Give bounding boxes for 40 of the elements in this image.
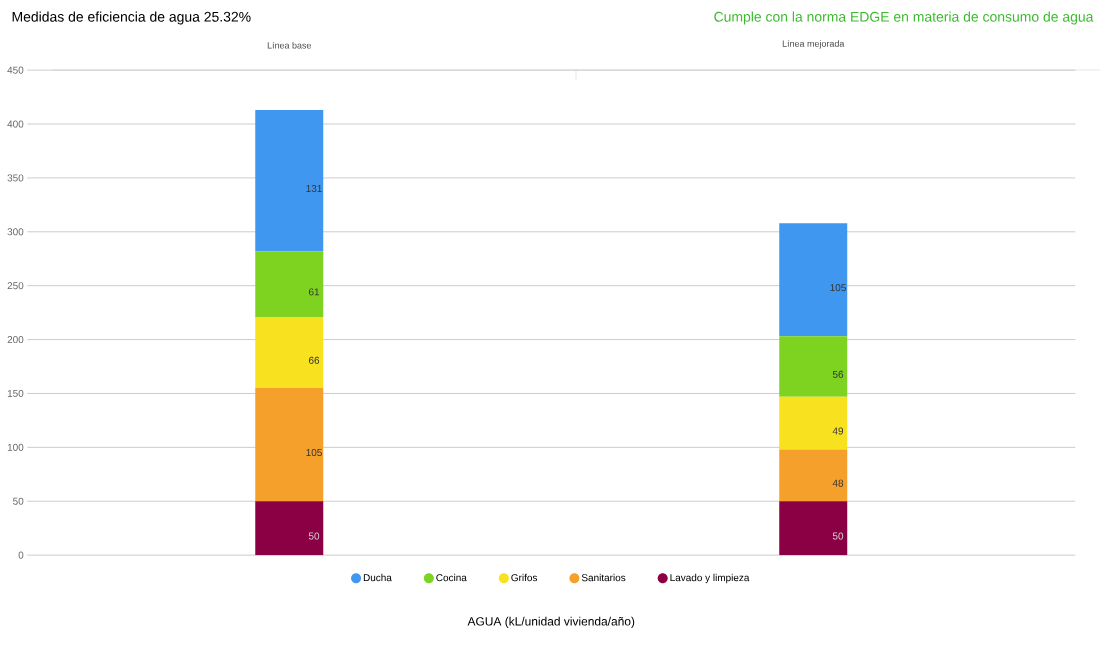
- y-tick-label: 250: [7, 282, 24, 290]
- x-tick-label: Línea base: [267, 41, 312, 49]
- x-axis-title: AGUA (kL/unidad vivienda/año): [467, 616, 635, 628]
- legend-label: Sanitarios: [581, 573, 626, 582]
- bar: [779, 336, 848, 397]
- bar: [779, 449, 848, 502]
- chart-subtitle: Cumple con la norma EDGE en materia de consumo de agua: [714, 11, 1094, 25]
- y-tick-label: 450: [7, 66, 24, 74]
- bar: [255, 501, 324, 556]
- bar: [255, 316, 324, 389]
- y-tick-label: 300: [7, 228, 24, 236]
- legend-label: Ducha: [363, 573, 392, 582]
- data-label: 66: [308, 356, 320, 364]
- bar: [255, 110, 324, 252]
- data-label: 131: [306, 184, 322, 192]
- y-tick-label: 150: [7, 389, 24, 397]
- y-tick-label: 0: [18, 551, 24, 559]
- bar: [255, 251, 324, 317]
- data-label: 61: [308, 288, 320, 296]
- data-label: 105: [306, 448, 322, 457]
- y-tick-label: 400: [7, 120, 24, 128]
- data-label: 56: [832, 370, 844, 378]
- data-label: 48: [832, 479, 844, 487]
- data-label: 105: [830, 284, 846, 292]
- bar: [779, 396, 848, 450]
- chart-title: Medidas de eficiencia de agua 25.32%: [12, 11, 251, 25]
- bar: [779, 501, 848, 556]
- data-label: 49: [832, 427, 844, 435]
- y-tick-label: 100: [7, 443, 24, 451]
- data-label: 50: [308, 532, 320, 540]
- legend-label: Lavado y limpieza: [670, 573, 750, 584]
- data-label: 50: [832, 532, 844, 540]
- y-tick-label: 350: [7, 174, 24, 182]
- legend-label: Cocina: [436, 573, 467, 582]
- y-tick-label: 50: [13, 497, 24, 505]
- bar: [255, 388, 324, 502]
- y-tick-label: 200: [7, 336, 24, 344]
- bar: [779, 223, 848, 337]
- legend-label: Grifos: [511, 573, 538, 582]
- x-tick-label: Línea mejorada: [782, 40, 845, 49]
